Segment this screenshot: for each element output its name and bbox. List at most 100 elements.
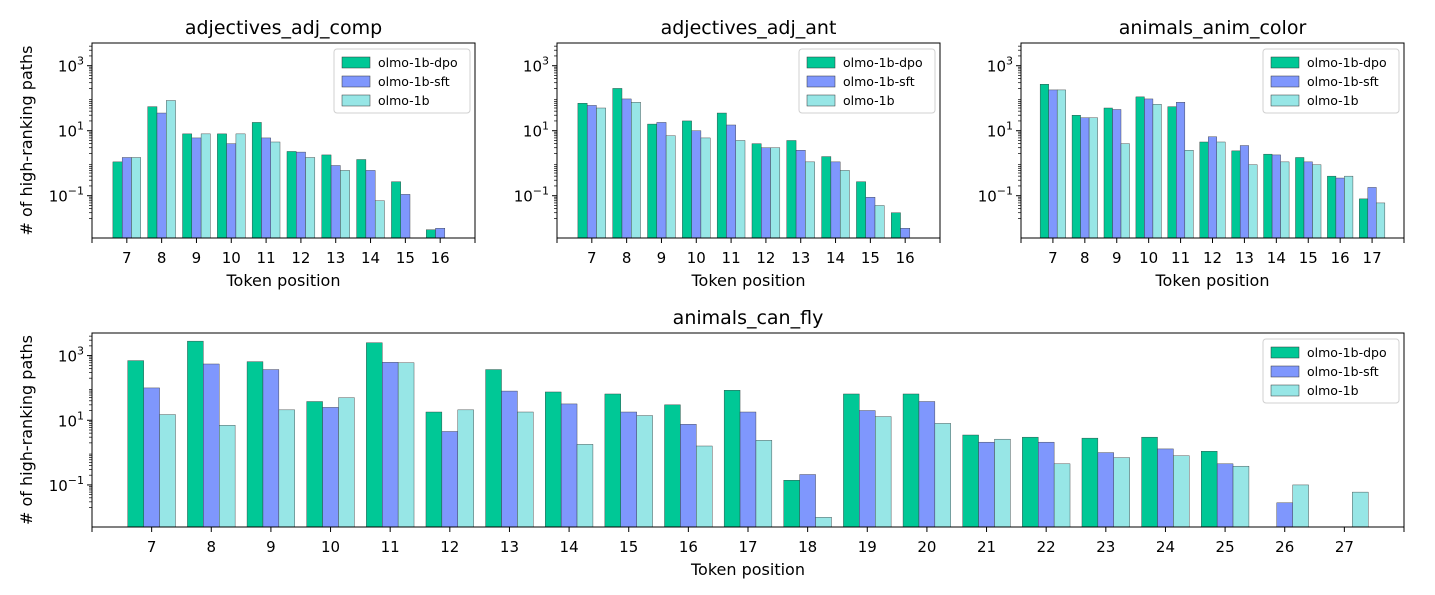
bar-olmo-1b-sft-12 bbox=[1208, 136, 1217, 239]
subplot-adjectives_adj_comp: 7 8 9 10 11 12 13 14 15 16 10−1 101 103 adjectives_ad… bbox=[17, 17, 476, 290]
bar-olmo-1b-dpo-11 bbox=[716, 112, 727, 239]
x-tick-label-26: 26 bbox=[1275, 538, 1294, 556]
bar-olmo-1b-dpo-15 bbox=[604, 393, 621, 528]
x-tick-label-21: 21 bbox=[977, 538, 996, 556]
bar-olmo-1b-sft-10 bbox=[226, 143, 237, 239]
bar-olmo-1b-sft-25 bbox=[1216, 463, 1234, 528]
bar-olmo-1b-dpo-12 bbox=[751, 143, 762, 239]
bar-olmo-1b-sft-24 bbox=[1157, 448, 1174, 528]
x-tick-label-17: 17 bbox=[1363, 249, 1382, 267]
bar-olmo-1b-dpo-7 bbox=[127, 360, 144, 528]
x-tick-label-9: 9 bbox=[266, 538, 276, 556]
bar-olmo-1b-13 bbox=[1248, 164, 1258, 239]
bar-olmo-1b-11 bbox=[735, 140, 746, 239]
bar-olmo-1b-10 bbox=[1152, 104, 1162, 239]
bar-olmo-1b-dpo-11 bbox=[1167, 106, 1177, 239]
bar-olmo-1b-10 bbox=[235, 133, 246, 239]
legend-label-olmo-1b-dpo: olmo-1b-dpo bbox=[843, 55, 923, 70]
legend: olmo-1b-dpo olmo-1b-sft olmo-1b bbox=[798, 48, 936, 114]
bar-olmo-1b-18 bbox=[815, 517, 832, 528]
bar-olmo-1b-sft-7 bbox=[121, 157, 132, 239]
legend-swatch-olmo-1b-dpo bbox=[1270, 346, 1300, 359]
legend-swatch-olmo-1b-sft bbox=[341, 75, 371, 88]
x-tick-label-12: 12 bbox=[1203, 249, 1222, 267]
x-tick-label-14: 14 bbox=[826, 249, 845, 267]
bar-olmo-1b-16 bbox=[696, 445, 713, 528]
bar-olmo-1b-dpo-10 bbox=[1135, 96, 1145, 239]
bar-olmo-1b-dpo-22 bbox=[1022, 436, 1039, 528]
x-tick-label-12: 12 bbox=[756, 249, 775, 267]
x-tick-label-7: 7 bbox=[147, 538, 157, 556]
x-tick-label-10: 10 bbox=[1139, 249, 1158, 267]
bar-olmo-1b-sft-8 bbox=[1080, 117, 1090, 239]
bar-olmo-1b-dpo-9 bbox=[647, 123, 658, 239]
bar-olmo-1b-sft-19 bbox=[859, 410, 876, 528]
chart-title: adjectives_adj_comp bbox=[185, 17, 382, 39]
legend-swatch-olmo-1b bbox=[806, 94, 836, 107]
x-tick-label-13: 13 bbox=[500, 538, 519, 556]
x-tick-label-11: 11 bbox=[257, 249, 276, 267]
bar-olmo-1b-12 bbox=[770, 147, 781, 239]
bar-olmo-1b-sft-26 bbox=[1276, 502, 1293, 528]
x-tick-label-8: 8 bbox=[157, 249, 167, 267]
legend-swatch-olmo-1b bbox=[341, 94, 371, 107]
bar-olmo-1b-sft-20 bbox=[918, 401, 936, 528]
bar-olmo-1b-dpo-11 bbox=[251, 122, 262, 239]
x-tick-label-15: 15 bbox=[619, 538, 638, 556]
subplot-animals_anim_color: 7 8 9 10 11 12 13 14 15 16 17 10−1 101 103 animals_ani… bbox=[978, 17, 1405, 290]
bar-olmo-1b-23 bbox=[1113, 457, 1130, 528]
legend-label-olmo-1b: olmo-1b bbox=[378, 93, 430, 108]
bar-olmo-1b-8 bbox=[219, 425, 236, 528]
bar-olmo-1b-dpo-17 bbox=[723, 390, 741, 528]
bar-olmo-1b-sft-16 bbox=[435, 228, 446, 239]
bar-olmo-1b-dpo-13 bbox=[786, 140, 797, 239]
bar-olmo-1b-sft-15 bbox=[865, 196, 876, 239]
bar-olmo-1b-dpo-7 bbox=[577, 103, 588, 239]
bar-olmo-1b-sft-9 bbox=[1112, 109, 1122, 239]
bar-olmo-1b-sft-11 bbox=[261, 137, 271, 239]
x-tick-label-17: 17 bbox=[738, 538, 757, 556]
x-tick-label-19: 19 bbox=[858, 538, 877, 556]
bar-olmo-1b-dpo-14 bbox=[1263, 153, 1273, 239]
x-axis-label: Token position bbox=[226, 271, 341, 290]
bar-olmo-1b-sft-14 bbox=[830, 161, 841, 239]
bar-olmo-1b-dpo-14 bbox=[356, 159, 367, 239]
bar-olmo-1b-sft-14 bbox=[1271, 154, 1281, 239]
bar-olmo-1b-sft-13 bbox=[501, 390, 518, 528]
bar-olmo-1b-sft-8 bbox=[621, 98, 632, 239]
chart-title: animals_anim_color bbox=[1119, 17, 1307, 39]
y-tick-label-3: 103 bbox=[58, 55, 84, 76]
x-tick-label-16: 16 bbox=[679, 538, 698, 556]
bar-olmo-1b-dpo-23 bbox=[1081, 437, 1099, 528]
legend-label-olmo-1b-dpo: olmo-1b-dpo bbox=[1307, 55, 1387, 70]
x-tick-label-27: 27 bbox=[1335, 538, 1354, 556]
bar-olmo-1b-sft-15 bbox=[620, 411, 637, 528]
bar-olmo-1b-15 bbox=[636, 415, 653, 528]
bar-olmo-1b-dpo-14 bbox=[821, 156, 832, 239]
chart-title: animals_can_fly bbox=[673, 307, 824, 329]
x-axis-label: Token position bbox=[690, 560, 805, 579]
legend-swatch-olmo-1b bbox=[1270, 94, 1300, 107]
bar-olmo-1b-dpo-10 bbox=[306, 401, 323, 528]
bar-olmo-1b-dpo-13 bbox=[321, 154, 332, 239]
bar-olmo-1b-15 bbox=[874, 205, 885, 239]
bar-olmo-1b-12 bbox=[1216, 141, 1226, 239]
bar-olmo-1b-11 bbox=[1184, 150, 1194, 239]
x-tick-label-15: 15 bbox=[396, 249, 415, 267]
bar-olmo-1b-19 bbox=[875, 416, 892, 528]
bar-olmo-1b-27 bbox=[1352, 491, 1369, 528]
x-tick-label-13: 13 bbox=[1235, 249, 1254, 267]
x-tick-label-25: 25 bbox=[1216, 538, 1235, 556]
x-tick-label-10: 10 bbox=[321, 538, 340, 556]
bar-olmo-1b-22 bbox=[1053, 463, 1071, 528]
bar-olmo-1b-13 bbox=[340, 170, 350, 239]
bar-olmo-1b-dpo-16 bbox=[664, 404, 681, 528]
bar-olmo-1b-sft-7 bbox=[586, 105, 597, 239]
legend-swatch-olmo-1b bbox=[1270, 384, 1300, 397]
x-tick-label-12: 12 bbox=[291, 249, 310, 267]
y-tick-label-1: 101 bbox=[987, 120, 1013, 141]
bar-olmo-1b-7 bbox=[159, 414, 176, 528]
legend-label-olmo-1b: olmo-1b bbox=[843, 93, 895, 108]
legend-swatch-olmo-1b-dpo bbox=[341, 56, 371, 69]
bar-olmo-1b-sft-16 bbox=[1335, 177, 1345, 239]
